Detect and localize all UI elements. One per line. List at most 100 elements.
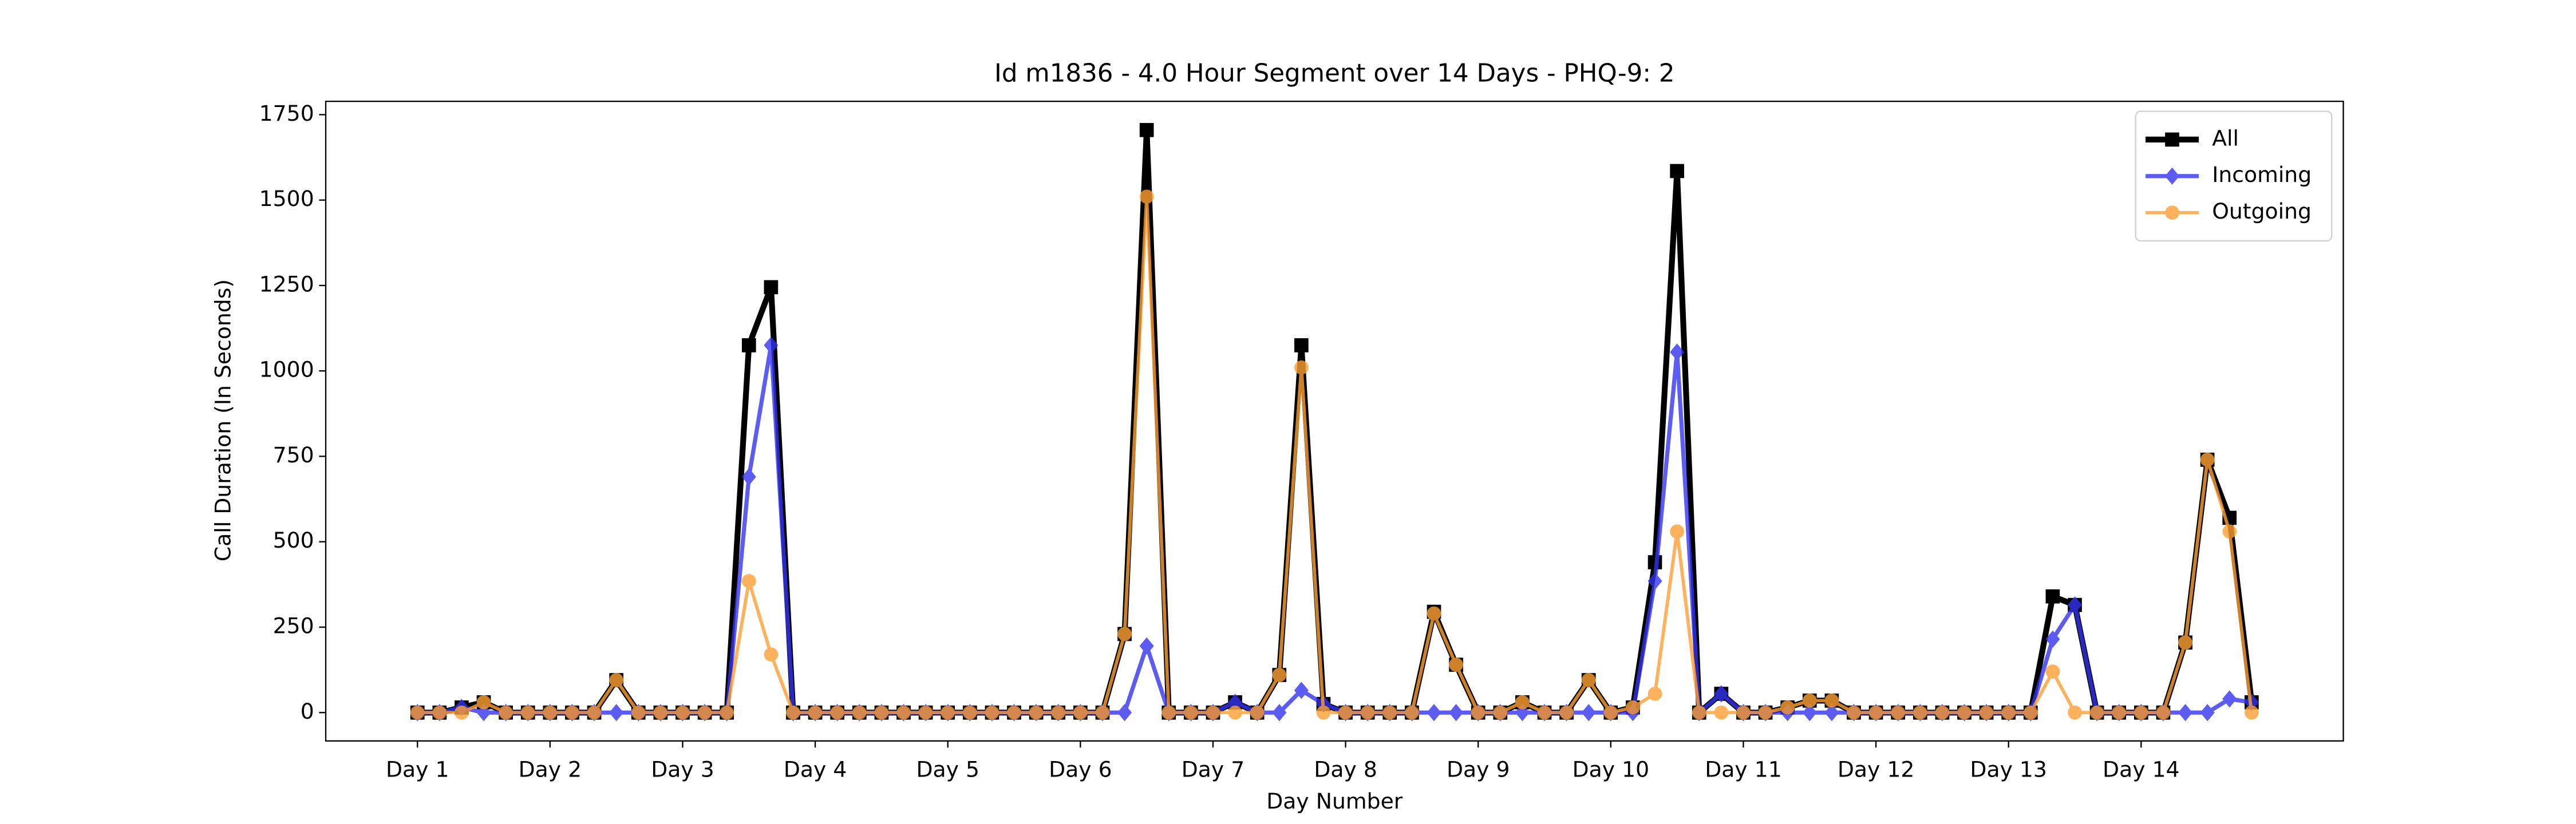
y-axis-label: Call Duration (In Seconds): [210, 279, 235, 561]
marker: [1802, 704, 1817, 722]
y-tick-label: 1750: [259, 101, 314, 126]
marker: [2045, 664, 2060, 679]
marker: [631, 705, 646, 720]
marker: [1316, 705, 1331, 720]
marker: [1449, 657, 1463, 672]
y-tick-label: 1250: [259, 271, 314, 296]
marker: [1294, 682, 1309, 699]
marker: [2045, 589, 2060, 604]
y-tick-label: 1000: [259, 357, 314, 382]
marker: [764, 647, 779, 662]
marker: [1670, 343, 1685, 361]
marker: [1007, 705, 1021, 720]
marker: [565, 705, 579, 720]
marker: [2200, 704, 2215, 722]
x-tick-label: Day 4: [784, 757, 847, 782]
marker: [543, 705, 558, 720]
y-tick-label: 250: [273, 613, 314, 639]
marker: [2134, 705, 2148, 720]
marker: [1405, 705, 1419, 720]
marker: [1824, 704, 1839, 722]
marker: [741, 574, 756, 588]
chart-title: Id m1836 - 4.0 Hour Segment over 14 Days…: [994, 60, 1675, 88]
legend-item: [2146, 205, 2199, 220]
legend-label: Outgoing: [2212, 199, 2312, 224]
marker: [962, 705, 977, 720]
marker: [587, 705, 602, 720]
marker: [1581, 704, 1596, 722]
marker: [1029, 705, 1044, 720]
marker: [1117, 627, 1132, 641]
marker: [1338, 705, 1353, 720]
marker: [1780, 700, 1795, 715]
marker: [1360, 705, 1375, 720]
marker: [1714, 685, 1729, 703]
x-tick-label: Day 6: [1049, 757, 1112, 782]
marker: [2200, 453, 2215, 467]
marker: [1802, 694, 1817, 708]
marker: [896, 705, 911, 720]
marker: [764, 336, 779, 354]
marker: [2001, 705, 2016, 720]
marker: [1515, 695, 1530, 710]
marker: [1581, 673, 1596, 687]
marker: [697, 705, 712, 720]
marker: [609, 704, 624, 722]
marker: [2222, 524, 2237, 539]
marker: [1670, 524, 1684, 539]
marker: [1824, 694, 1839, 708]
marker: [1095, 705, 1110, 720]
legend-item: [2146, 167, 2199, 185]
y-tick-label: 500: [273, 528, 314, 553]
legend-label: Incoming: [2212, 162, 2312, 187]
marker: [2178, 635, 2192, 650]
marker: [874, 705, 889, 720]
x-tick-label: Day 2: [519, 757, 582, 782]
marker: [609, 673, 624, 687]
marker: [1272, 668, 1287, 682]
marker: [764, 280, 779, 295]
x-tick-label: Day 12: [1838, 757, 1915, 782]
y-tick-label: 1500: [259, 186, 314, 211]
marker: [1382, 705, 1397, 720]
marker: [1714, 705, 1729, 720]
marker: [852, 705, 867, 720]
x-tick-label: Day 14: [2103, 757, 2180, 782]
marker: [2045, 630, 2060, 648]
marker: [1228, 705, 1242, 720]
legend-label: All: [2212, 125, 2239, 150]
x-tick-label: Day 10: [1573, 757, 1650, 782]
marker: [1250, 705, 1265, 720]
marker: [432, 705, 447, 720]
marker: [741, 338, 756, 352]
marker: [1449, 704, 1464, 722]
marker: [1957, 705, 1971, 720]
marker: [1913, 705, 1927, 720]
marker: [941, 705, 955, 720]
x-tick-label: Day 8: [1314, 757, 1377, 782]
marker: [520, 705, 535, 720]
marker: [675, 705, 690, 720]
marker: [1515, 704, 1530, 722]
marker: [1692, 705, 1706, 720]
legend-item: [2146, 132, 2199, 147]
legend-box: [2135, 110, 2333, 242]
marker: [1272, 704, 1287, 722]
marker: [2068, 705, 2082, 720]
x-tick-label: Day 3: [651, 757, 714, 782]
x-tick-label: Day 7: [1182, 757, 1245, 782]
marker: [1559, 705, 1574, 720]
marker: [1647, 687, 1662, 701]
marker: [476, 695, 491, 710]
marker: [786, 705, 800, 720]
marker: [1868, 705, 1883, 720]
marker: [410, 705, 425, 720]
marker: [1935, 705, 1950, 720]
marker: [1206, 705, 1220, 720]
marker: [2165, 205, 2179, 220]
marker: [2156, 705, 2171, 720]
marker: [1847, 705, 1861, 720]
plot-frame: [325, 100, 2344, 742]
marker: [1493, 705, 1508, 720]
